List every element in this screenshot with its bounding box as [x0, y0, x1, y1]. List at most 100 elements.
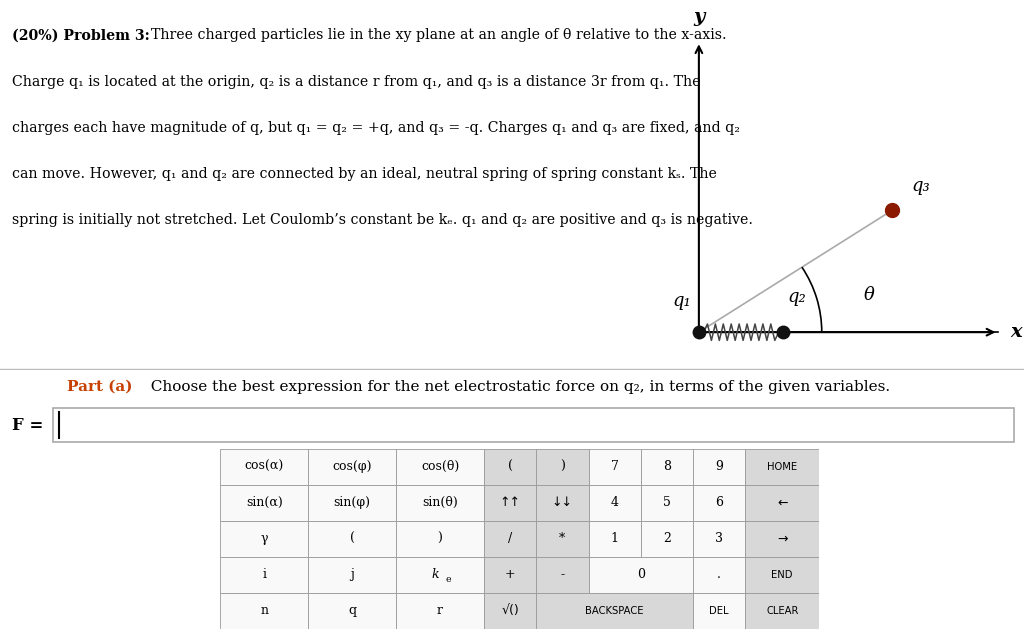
Bar	[484, 485, 537, 521]
Text: ): )	[437, 532, 442, 545]
Text: 3: 3	[715, 532, 723, 545]
Bar	[745, 593, 819, 629]
Bar	[220, 557, 308, 593]
Text: .: .	[717, 568, 721, 581]
Text: q₁: q₁	[673, 292, 691, 310]
Text: q₂: q₂	[787, 288, 806, 306]
Text: cos(α): cos(α)	[245, 460, 284, 473]
Text: sin(α): sin(α)	[246, 496, 283, 509]
Bar	[308, 485, 396, 521]
Text: END: END	[771, 570, 793, 580]
Bar	[308, 593, 396, 629]
Text: 6: 6	[715, 496, 723, 509]
Bar	[308, 449, 396, 485]
Text: 8: 8	[663, 460, 671, 473]
Bar	[693, 521, 745, 557]
Bar	[308, 557, 396, 593]
Text: can move. However, q₁ and q₂ are connected by an ideal, neutral spring of spring: can move. However, q₁ and q₂ are connect…	[12, 167, 717, 181]
Text: Charge q₁ is located at the origin, q₂ is a distance r from q₁, and q₃ is a dist: Charge q₁ is located at the origin, q₂ i…	[12, 75, 700, 88]
Bar	[308, 521, 396, 557]
Bar	[745, 449, 819, 485]
Text: /: /	[508, 532, 512, 545]
Bar	[53, 408, 1014, 442]
Text: √(): √()	[501, 604, 519, 617]
Text: 5: 5	[663, 496, 671, 509]
Text: BACKSPACE: BACKSPACE	[586, 606, 644, 616]
Bar	[484, 449, 537, 485]
Bar	[745, 485, 819, 521]
Text: y: y	[693, 8, 705, 27]
Text: (: (	[349, 532, 354, 545]
Text: Choose the best expression for the net electrostatic force on q₂, in terms of th: Choose the best expression for the net e…	[141, 380, 891, 394]
Bar	[537, 521, 589, 557]
Text: charges each have magnitude of q, but q₁ = q₂ = +q, and q₃ = -q. Charges q₁ and : charges each have magnitude of q, but q₁…	[12, 121, 740, 135]
Text: *: *	[559, 532, 565, 545]
Text: sin(φ): sin(φ)	[334, 496, 371, 509]
Bar	[396, 557, 484, 593]
Text: n: n	[260, 604, 268, 617]
Text: 4: 4	[610, 496, 618, 509]
Bar	[589, 557, 693, 593]
Text: 7: 7	[610, 460, 618, 473]
Text: θ: θ	[863, 286, 874, 304]
Bar	[589, 449, 641, 485]
Text: k: k	[431, 568, 439, 581]
Text: (20%) Problem 3:: (20%) Problem 3:	[12, 28, 151, 42]
Bar	[693, 485, 745, 521]
Bar	[537, 593, 693, 629]
Bar	[396, 521, 484, 557]
Bar	[484, 593, 537, 629]
Text: ←: ←	[777, 496, 787, 509]
Bar	[693, 449, 745, 485]
Text: 9: 9	[715, 460, 723, 473]
Text: cos(θ): cos(θ)	[421, 460, 459, 473]
Text: (: (	[508, 460, 513, 473]
Text: DEL: DEL	[710, 606, 729, 616]
Text: q₃: q₃	[911, 178, 930, 195]
Text: -: -	[560, 568, 564, 581]
Text: →: →	[777, 532, 787, 545]
Bar	[589, 521, 641, 557]
Bar	[396, 449, 484, 485]
Text: +: +	[505, 568, 515, 581]
Bar	[641, 449, 693, 485]
Text: 1: 1	[610, 532, 618, 545]
Bar	[537, 557, 589, 593]
Text: r: r	[437, 604, 443, 617]
Text: q: q	[348, 604, 356, 617]
Text: Three charged particles lie in the xy plane at an angle of θ relative to the x-a: Three charged particles lie in the xy pl…	[142, 28, 727, 42]
Text: CLEAR: CLEAR	[766, 606, 799, 616]
Text: spring is initially not stretched. Let Coulomb’s constant be kₑ. q₁ and q₂ are p: spring is initially not stretched. Let C…	[12, 213, 754, 227]
Bar	[641, 485, 693, 521]
Bar	[537, 485, 589, 521]
Text: ↓↓: ↓↓	[552, 496, 572, 509]
Text: ): )	[560, 460, 565, 473]
Text: i: i	[262, 568, 266, 581]
Text: 2: 2	[663, 532, 671, 545]
Text: γ: γ	[260, 532, 268, 545]
Bar	[589, 485, 641, 521]
Text: x: x	[1010, 323, 1022, 341]
Text: e: e	[445, 575, 452, 584]
Bar	[396, 485, 484, 521]
Bar	[396, 593, 484, 629]
Bar	[220, 449, 308, 485]
Bar	[220, 593, 308, 629]
Bar	[641, 521, 693, 557]
Bar	[745, 521, 819, 557]
Text: sin(θ): sin(θ)	[422, 496, 458, 509]
Bar	[220, 485, 308, 521]
Bar	[484, 557, 537, 593]
Text: j: j	[350, 568, 354, 581]
Text: Part (a): Part (a)	[67, 380, 132, 394]
Bar	[537, 449, 589, 485]
Bar	[745, 557, 819, 593]
Text: F =: F =	[12, 416, 44, 434]
Bar	[693, 593, 745, 629]
Bar	[484, 521, 537, 557]
Text: ↑↑: ↑↑	[500, 496, 520, 509]
Text: 0: 0	[637, 568, 645, 581]
Bar	[220, 521, 308, 557]
Text: cos(φ): cos(φ)	[333, 460, 372, 473]
Bar	[693, 557, 745, 593]
